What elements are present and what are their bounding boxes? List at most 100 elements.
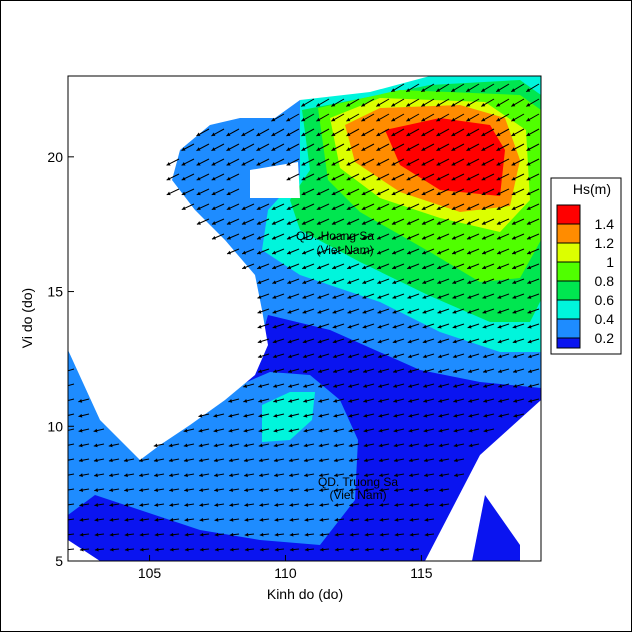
wave-arrow-head [213,428,218,433]
wave-arrow-head [303,428,308,433]
wave-arrow-head [528,369,532,374]
wave-arrow-head [467,354,472,359]
wave-arrow-head [347,354,352,359]
wave-arrow-head [211,176,216,181]
wave-arrow-head [378,369,382,374]
wave-arrow-head [319,503,324,507]
wave-arrow-head [407,354,412,359]
wave-arrow-head [316,117,321,122]
wave-arrow-head [302,250,307,255]
wave-arrow-head [168,458,173,463]
wave-arrow-head [406,206,411,210]
wave-arrow-head [243,443,248,448]
wave-arrow-head [332,265,337,270]
wave-arrow-head [213,458,218,463]
wave-arrow-head [318,458,323,463]
wave-arrow-head [452,354,457,359]
wave-arrow [68,548,75,551]
wave-arrow-head [436,162,441,166]
colorbar-label: 0.2 [595,330,615,346]
wave-arrow-head [63,384,67,388]
wave-arrow-head [79,517,84,522]
wave-arrow-head [377,235,381,240]
wave-arrow-head [511,102,516,107]
wave-arrow-head [423,398,428,403]
wave-arrow-head [93,443,98,448]
wave-arrow-head [391,147,396,151]
wave-arrow-head [406,191,411,196]
wave-arrow-head [286,117,291,122]
wave-arrow-head [376,132,381,136]
wave-arrow-head [259,547,264,552]
wave-arrow-head [154,503,159,507]
wave-arrow-head [214,488,219,492]
wave-arrow-head [468,443,473,448]
wave-arrow-head [422,265,427,270]
wave-arrow-head [272,280,277,284]
wave-arrow-head [241,221,246,225]
wave-arrow-head [346,191,351,196]
wave-arrow-head [288,384,293,388]
colorbar-label: 1 [606,254,614,270]
wave-arrow-head [288,398,293,403]
wave-arrow-head [211,147,216,151]
wave-arrow-head [378,458,383,463]
wave-arrow-head [289,547,294,552]
wave-arrow-head [527,295,532,299]
wave-arrow-head [361,191,366,196]
wave-arrow-head [481,147,486,151]
wave-arrow-head [466,162,471,166]
wave-arrow-head [421,117,426,122]
wave-arrow-head [139,473,143,478]
wave-arrow-head [424,517,429,522]
wave-arrow-head [214,517,219,522]
wave-arrow-head [406,117,411,122]
wave-arrow-head [409,488,414,492]
y-tick-label: 10 [47,418,63,434]
wave-arrow-head [363,443,368,448]
wave-arrow-head [316,132,321,136]
wave-arrow-head [409,517,414,522]
wave-arrow-head [483,398,488,403]
wave-arrow-head [242,250,247,255]
wave-arrow-head [332,354,337,359]
wave-arrow-head [226,147,231,151]
wave-arrow-head [154,532,159,537]
wave-arrow-head [244,473,248,478]
wave-arrow-head [288,369,292,374]
wave-arrow-head [408,443,413,448]
wave-arrow-head [468,428,473,433]
wave-arrow-head [198,428,203,433]
wave-arrow-head [196,132,201,136]
wave-arrow-head [482,324,487,329]
wave-arrow [68,488,75,491]
wave-arrow-head [453,443,458,448]
wave-arrow-head [199,547,204,552]
wave-arrow-head [364,488,369,492]
wave-arrow-head [361,176,366,181]
wave-arrow-head [169,532,174,537]
wave-arrow-head [258,428,263,433]
wave-arrow-head [213,443,218,448]
wave-arrow-head [302,339,307,344]
wave-arrow-head [78,413,83,418]
wave-arrow-head [481,162,486,166]
wave-arrow-head [482,265,487,270]
wave-arrow-head [289,473,293,478]
wave-arrow-head [496,176,501,181]
wave-arrow-head [287,250,292,255]
wave-arrow-head [363,384,368,388]
wave-arrow-head [138,458,143,463]
wave-arrow-head [346,132,351,136]
wave-arrow-head [392,235,396,240]
wave-arrow-head [123,458,128,463]
wave-arrow-head [109,473,113,478]
wave-arrow-head [287,295,292,299]
wave-arrow-head [286,132,291,136]
plot-border [67,75,542,562]
wave-arrow-head [406,147,411,151]
wave-arrow-head [184,503,189,507]
wave-arrow-head [181,162,186,166]
wave-arrow-head [154,547,159,552]
wave-arrow [68,503,75,506]
